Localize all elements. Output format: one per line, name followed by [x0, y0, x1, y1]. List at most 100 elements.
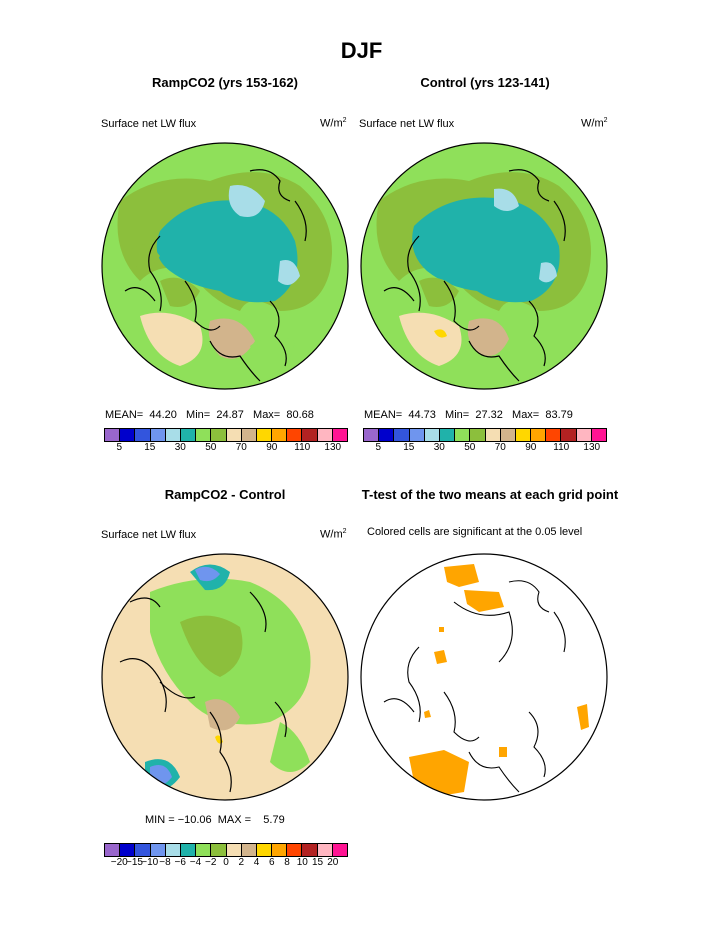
colorbar-swatch [180, 844, 197, 856]
colorbar-tick-label: −4 [189, 857, 202, 868]
stats-control: MEAN= 44.73 Min= 27.32 Max= 83.79 [364, 409, 573, 421]
colorbar-rampco2: 5 15 30 50 70 90 110 130 [104, 428, 348, 456]
units-rampco2: W/m2 [320, 117, 347, 130]
colorbar-swatch [196, 844, 212, 856]
colorbar-tick-label: 50 [205, 442, 217, 453]
colorbar-tick-label: 90 [266, 442, 278, 453]
colorbar-tick-label: 90 [525, 442, 537, 453]
colorbar-swatch [150, 844, 166, 856]
colorbar-swatch [424, 429, 440, 441]
panel-title-rampco2: RampCO2 (yrs 153-162) [152, 75, 298, 90]
colorbar-tick-label: 50 [464, 442, 476, 453]
colorbar-swatches [104, 843, 348, 857]
panel-title-control: Control (yrs 123-141) [420, 75, 550, 90]
colorbar-ticks: 5 15 30 50 70 90 110 130 [104, 442, 348, 456]
colorbar-swatch [226, 429, 242, 441]
colorbar-swatch [332, 844, 347, 856]
colorbar-tick-label: 70 [235, 442, 247, 453]
colorbar-swatch [211, 844, 227, 856]
colorbar-swatch [165, 844, 181, 856]
polar-map-difference [101, 553, 349, 801]
colorbar-tick-label: 20 [327, 857, 339, 868]
colorbar-tick-label: 15 [144, 442, 156, 453]
colorbar-swatch [287, 429, 303, 441]
colorbar-tick-label: 10 [296, 857, 308, 868]
colorbar-swatch [241, 844, 257, 856]
colorbar-swatch [317, 429, 333, 441]
colorbar-swatch [241, 429, 257, 441]
colorbar-swatch [165, 429, 181, 441]
colorbar-swatch [485, 429, 501, 441]
colorbar-swatch [150, 429, 166, 441]
colorbar-swatch [135, 844, 151, 856]
var-label-rampco2: Surface net LW flux [101, 118, 197, 130]
colorbar-swatch [470, 429, 486, 441]
colorbar-difference: −20 −15 −10 −8 −6 −4 −2 0 2 4 6 8 10 15 20 [104, 843, 348, 871]
colorbar-swatch [120, 429, 136, 441]
units-control: W/m2 [581, 117, 608, 130]
colorbar-swatch [256, 429, 273, 441]
colorbar-swatch [576, 429, 592, 441]
colorbar-tick-label: 70 [494, 442, 506, 453]
colorbar-swatch [317, 844, 333, 856]
colorbar-swatch [394, 429, 410, 441]
colorbar-swatch [105, 429, 121, 441]
figure-title: DJF [340, 38, 383, 63]
colorbar-tick-label: −10 [141, 857, 159, 868]
colorbar-swatch [515, 429, 532, 441]
colorbar-ticks: 5 15 30 50 70 90 110 130 [363, 442, 607, 456]
colorbar-swatches [104, 428, 348, 442]
colorbar-swatch [379, 429, 395, 441]
colorbar-swatch [135, 429, 151, 441]
colorbar-tick-label: 5 [116, 442, 123, 453]
var-label-control: Surface net LW flux [359, 118, 455, 130]
colorbar-tick-label: 15 [311, 857, 324, 868]
colorbar-swatch [364, 429, 380, 441]
colorbar-tick-label: −15 [126, 857, 143, 868]
colorbar-swatch [302, 844, 318, 856]
colorbar-control: 5 15 30 50 70 90 110 130 [363, 428, 607, 456]
colorbar-tick-label: 15 [403, 442, 415, 453]
panel-title-difference: RampCO2 - Control [164, 487, 286, 502]
colorbar-tick-label: 130 [583, 442, 601, 453]
colorbar-swatch [546, 429, 562, 441]
var-label-difference: Surface net LW flux [101, 529, 197, 541]
polar-map-rampco2 [101, 142, 349, 390]
colorbar-swatch [561, 429, 577, 441]
colorbar-swatch [120, 844, 136, 856]
colorbar-swatch [591, 429, 606, 441]
units-difference: W/m2 [320, 528, 347, 541]
polar-map-control [360, 142, 608, 390]
significance-note: Colored cells are significant at the 0.0… [367, 526, 583, 538]
colorbar-tick-label: 0 [223, 857, 229, 868]
colorbar-swatch [272, 429, 288, 441]
colorbar-tick-label: 6 [268, 857, 275, 868]
colorbar-tick-label: 8 [284, 857, 290, 868]
stats-difference: MIN = −10.06 MAX = 5.79 [145, 814, 285, 826]
colorbar-swatch [500, 429, 516, 441]
colorbar-swatch [180, 429, 197, 441]
colorbar-tick-label: −8 [159, 857, 171, 868]
colorbar-swatch [287, 844, 303, 856]
colorbar-tick-label: 30 [174, 442, 186, 453]
colorbar-tick-label: 30 [433, 442, 445, 453]
colorbar-ticks: −20 −15 −10 −8 −6 −4 −2 0 2 4 6 8 10 15 20 [104, 857, 348, 871]
colorbar-swatch [409, 429, 425, 441]
colorbar-swatch [531, 429, 547, 441]
polar-map-significance [360, 553, 608, 801]
colorbar-tick-label: 110 [553, 442, 570, 453]
panel-title-ttest: T-test of the two means at each grid poi… [361, 487, 619, 502]
colorbar-swatch [302, 429, 318, 441]
colorbar-swatch [211, 429, 227, 441]
colorbar-tick-label: −6 [174, 857, 186, 868]
colorbar-swatch [439, 429, 456, 441]
colorbar-tick-label: −2 [205, 857, 217, 868]
colorbar-swatches [363, 428, 607, 442]
colorbar-swatch [455, 429, 471, 441]
colorbar-swatch [105, 844, 121, 856]
colorbar-swatch [256, 844, 273, 856]
stats-rampco2: MEAN= 44.20 Min= 24.87 Max= 80.68 [105, 409, 314, 421]
colorbar-tick-label: 2 [238, 857, 245, 868]
colorbar-tick-label: −20 [110, 857, 128, 868]
colorbar-swatch [226, 844, 242, 856]
